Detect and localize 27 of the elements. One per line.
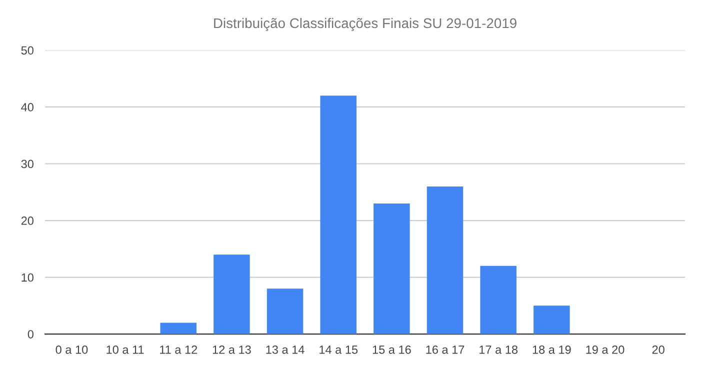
x-tick-label: 10 a 11 bbox=[106, 345, 144, 354]
x-tick-label: 18 a 19 bbox=[532, 345, 571, 354]
x-tick-label: 14 a 15 bbox=[320, 346, 358, 354]
bar bbox=[214, 254, 250, 334]
x-tick-label: 20 bbox=[652, 345, 664, 354]
chart-title: Distribuição Classificações Finais SU 29-01-2019 bbox=[214, 18, 516, 31]
bar bbox=[320, 96, 356, 334]
x-tick-label: 15 a 16 bbox=[372, 345, 411, 354]
y-tick-label: 50 bbox=[21, 46, 34, 55]
x-tick-label: 17 a 18 bbox=[480, 345, 518, 354]
bar bbox=[266, 288, 304, 334]
y-tick-label: 10 bbox=[22, 273, 34, 282]
y-tick-label: 30 bbox=[21, 160, 34, 168]
x-tick-label: 19 a 20 bbox=[586, 345, 624, 354]
bar bbox=[534, 306, 570, 334]
bar bbox=[160, 322, 197, 334]
bar bbox=[426, 186, 464, 334]
bar bbox=[480, 266, 516, 334]
x-tick-label: 12 a 13 bbox=[212, 345, 251, 354]
bar bbox=[374, 203, 410, 334]
x-tick-label: 0 a 10 bbox=[56, 345, 88, 354]
y-tick-label: 0 bbox=[28, 330, 34, 338]
x-tick-label: 16 a 17 bbox=[426, 345, 464, 354]
x-tick-label: 11 a 12 bbox=[160, 345, 198, 354]
y-tick-label: 40 bbox=[21, 103, 34, 112]
x-tick-label: 13 a 14 bbox=[266, 345, 304, 354]
y-tick-label: 20 bbox=[21, 216, 34, 225]
